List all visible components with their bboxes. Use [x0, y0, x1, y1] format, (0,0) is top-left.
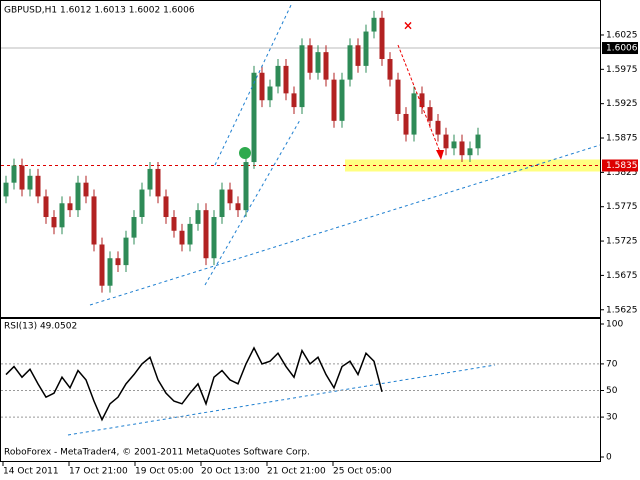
candle-body — [187, 223, 193, 245]
candle-body — [3, 182, 9, 197]
candle-body — [323, 52, 329, 80]
candle-body — [259, 72, 265, 101]
candle-body — [211, 217, 217, 259]
candle-body — [291, 93, 297, 108]
y-tick-label: 1.5675 — [606, 271, 638, 281]
y-tick-label: 50 — [606, 386, 618, 396]
price-label-box — [602, 42, 638, 55]
candle-body — [243, 162, 249, 211]
price-label: 1.5835 — [606, 161, 638, 171]
candle-body — [147, 168, 153, 190]
candle-body — [11, 165, 17, 183]
cross-mark: × — [403, 19, 413, 33]
y-tick-label: 1.5625 — [606, 305, 638, 315]
chart-title: GBPUSD,H1 1.6012 1.6013 1.6002 1.6006 — [4, 6, 195, 16]
candle-body — [355, 45, 361, 66]
candle-body — [99, 244, 105, 286]
candle-body — [403, 113, 409, 135]
y-tick-label: 1.5825 — [606, 168, 638, 178]
arrow-head — [436, 150, 444, 160]
y-tick-label: 1.5875 — [606, 134, 638, 144]
channel-line — [204, 119, 301, 286]
candle-body — [267, 86, 273, 101]
candle-body — [27, 175, 33, 190]
x-tick-label: 19 Oct 05:00 — [135, 467, 194, 477]
candle-body — [83, 182, 89, 197]
candle-body — [299, 45, 305, 108]
x-tick-label: 14 Oct 2011 — [3, 467, 59, 477]
candle-body — [419, 93, 425, 108]
y-tick-label: 0 — [606, 453, 612, 463]
candle-body — [315, 52, 321, 73]
y-tick-label: 1.5775 — [606, 202, 638, 212]
candle-body — [451, 141, 457, 149]
support-zone — [345, 159, 600, 172]
candle-body — [379, 17, 385, 60]
candle-body — [435, 120, 441, 135]
candle-body — [123, 237, 129, 266]
candle-body — [275, 65, 281, 87]
rsi-trend-line — [67, 364, 496, 436]
candle-body — [411, 93, 417, 135]
candle-body — [131, 217, 137, 238]
signal-circle — [239, 147, 251, 159]
candle-body — [467, 148, 473, 156]
candle-body — [307, 45, 313, 73]
y-tick-label: 100 — [606, 320, 623, 330]
price-label-box — [602, 159, 638, 172]
candle-body — [331, 79, 337, 121]
footer: RoboForex - MetaTrader4, © 2001-2011 Met… — [4, 448, 310, 458]
y-tick-label: 30 — [606, 413, 618, 423]
candle-body — [395, 79, 401, 114]
forecast-arrow — [397, 44, 441, 153]
x-tick-label: 21 Oct 21:00 — [267, 467, 326, 477]
candle-body — [43, 196, 49, 218]
candle-body — [59, 203, 65, 228]
x-tick-label: 17 Oct 21:00 — [69, 467, 128, 477]
candle-body — [371, 17, 377, 32]
candle-body — [75, 182, 81, 211]
candle-body — [363, 31, 369, 66]
candle-body — [139, 189, 145, 218]
candle-body — [35, 175, 41, 197]
candle-body — [155, 168, 161, 197]
price-label: 1.6006 — [606, 44, 638, 54]
candle-body — [235, 203, 241, 211]
candle-body — [67, 203, 73, 211]
candle-body — [219, 189, 225, 218]
candle-body — [251, 72, 257, 163]
candle-body — [19, 165, 25, 190]
candle-body — [203, 210, 209, 259]
candle-body — [387, 59, 393, 80]
candle-body — [283, 65, 289, 94]
y-tick-label: 1.5975 — [606, 65, 638, 75]
candle-body — [171, 217, 177, 231]
y-tick-label: 1.5925 — [606, 99, 638, 109]
y-tick-label: 1.6025 — [606, 30, 638, 40]
candle-body — [339, 79, 345, 121]
candle-body — [475, 134, 481, 149]
candle-body — [107, 258, 113, 286]
x-tick-label: 25 Oct 05:00 — [333, 467, 392, 477]
candle-body — [427, 107, 433, 121]
x-tick-label: 20 Oct 13:00 — [201, 467, 260, 477]
candle-body — [179, 230, 185, 245]
candle-body — [195, 210, 201, 224]
y-tick-label: 70 — [606, 359, 618, 369]
rsi-line — [5, 346, 383, 422]
candle-body — [443, 134, 449, 149]
candle-body — [115, 258, 121, 266]
candle-body — [227, 189, 233, 204]
candle-body — [347, 45, 353, 80]
trend-line — [89, 144, 601, 306]
price-panel — [0, 0, 601, 318]
y-tick-label: 1.5725 — [606, 237, 638, 247]
candle-body — [91, 196, 97, 245]
rsi-title: RSI(13) 49.0502 — [4, 322, 77, 332]
candle-body — [459, 141, 465, 156]
candle-body — [163, 196, 169, 218]
candle-body — [51, 217, 57, 228]
